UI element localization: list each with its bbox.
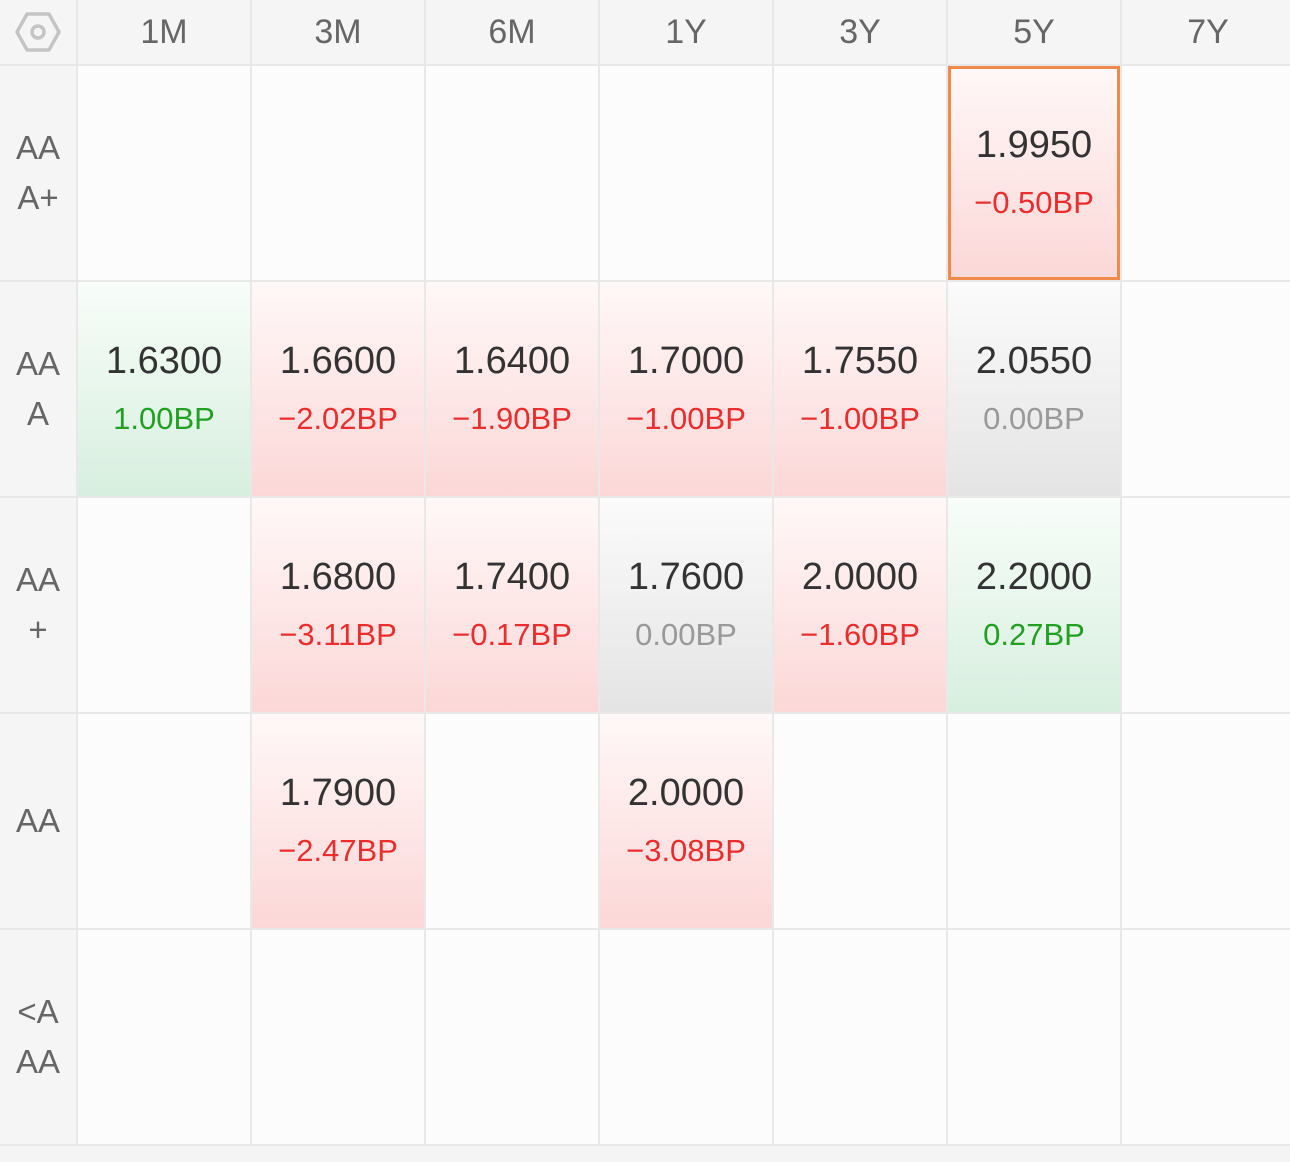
rate-value: 2.0550 <box>975 340 1093 382</box>
empty-cell <box>426 714 598 928</box>
column-header-3y[interactable]: 3Y <box>774 0 946 64</box>
row-header: AAA+ <box>0 66 76 280</box>
rate-value: 1.6600 <box>279 340 397 382</box>
rate-cell[interactable]: 1.7600 0.00BP <box>600 498 772 712</box>
rate-change: −2.47BP <box>278 833 398 868</box>
rate-cell[interactable]: 1.6600 −2.02BP <box>252 282 424 496</box>
rate-cell[interactable]: 2.0000 −1.60BP <box>774 498 946 712</box>
empty-cell <box>600 930 772 1144</box>
rate-change: −1.90BP <box>452 401 572 436</box>
empty-cell <box>774 66 946 280</box>
rate-value: 1.7550 <box>801 340 919 382</box>
empty-cell <box>1122 66 1290 280</box>
settings-hexagon-icon[interactable] <box>0 0 76 64</box>
rate-cell[interactable]: 1.7550 −1.00BP <box>774 282 946 496</box>
rate-cell[interactable]: 2.0550 0.00BP <box>948 282 1120 496</box>
row-header: AA <box>0 714 76 928</box>
column-header-5y[interactable]: 5Y <box>948 0 1120 64</box>
row-header: <AAA <box>0 930 76 1144</box>
empty-cell <box>78 66 250 280</box>
rate-cell[interactable]: 1.9950 −0.50BP <box>948 66 1120 280</box>
column-header-7y[interactable]: 7Y <box>1122 0 1290 64</box>
row-header: AA+ <box>0 498 76 712</box>
empty-cell <box>948 930 1120 1144</box>
column-header-1m[interactable]: 1M <box>78 0 250 64</box>
rate-change: 1.00BP <box>113 401 215 436</box>
rate-change: −1.60BP <box>800 617 920 652</box>
empty-cell <box>426 930 598 1144</box>
empty-cell <box>774 714 946 928</box>
empty-cell <box>252 930 424 1144</box>
rate-change: −0.17BP <box>452 617 572 652</box>
rate-value: 1.7600 <box>627 556 745 598</box>
rate-value: 2.2000 <box>975 556 1093 598</box>
rate-value: 1.7400 <box>453 556 571 598</box>
rate-value: 1.7000 <box>627 340 745 382</box>
rate-cell[interactable]: 1.7000 −1.00BP <box>600 282 772 496</box>
rate-cell[interactable]: 2.0000 −3.08BP <box>600 714 772 928</box>
rate-change: −0.50BP <box>974 185 1094 220</box>
rate-cell[interactable]: 1.6300 1.00BP <box>78 282 250 496</box>
empty-cell <box>774 930 946 1144</box>
rate-value: 2.0000 <box>627 772 745 814</box>
rate-cell[interactable]: 1.6400 −1.90BP <box>426 282 598 496</box>
rate-change: −3.08BP <box>626 833 746 868</box>
rate-change: −3.11BP <box>279 617 397 652</box>
empty-cell <box>1122 282 1290 496</box>
empty-cell <box>1122 714 1290 928</box>
empty-cell <box>1122 498 1290 712</box>
rate-change: −1.00BP <box>800 401 920 436</box>
rate-value: 1.6300 <box>105 340 223 382</box>
empty-cell <box>426 66 598 280</box>
rate-value: 1.7900 <box>279 772 397 814</box>
rate-change: −1.00BP <box>626 401 746 436</box>
rate-change: 0.00BP <box>983 401 1085 436</box>
bottom-bar <box>0 1146 1290 1162</box>
rate-change: 0.00BP <box>635 617 737 652</box>
rate-change: −2.02BP <box>278 401 398 436</box>
column-header-1y[interactable]: 1Y <box>600 0 772 64</box>
rate-change: 0.27BP <box>983 617 1085 652</box>
empty-cell <box>78 930 250 1144</box>
rate-value: 2.0000 <box>801 556 919 598</box>
rate-cell[interactable]: 1.7400 −0.17BP <box>426 498 598 712</box>
empty-cell <box>600 66 772 280</box>
empty-cell <box>1122 930 1290 1144</box>
rate-value: 1.6800 <box>279 556 397 598</box>
column-header-3m[interactable]: 3M <box>252 0 424 64</box>
rate-value: 1.9950 <box>975 124 1093 166</box>
empty-cell <box>252 66 424 280</box>
empty-cell <box>948 714 1120 928</box>
empty-cell <box>78 714 250 928</box>
rate-value: 1.6400 <box>453 340 571 382</box>
row-header: AAA <box>0 282 76 496</box>
rate-cell[interactable]: 1.7900 −2.47BP <box>252 714 424 928</box>
empty-cell <box>78 498 250 712</box>
rate-cell[interactable]: 2.2000 0.27BP <box>948 498 1120 712</box>
rate-cell[interactable]: 1.6800 −3.11BP <box>252 498 424 712</box>
column-header-6m[interactable]: 6M <box>426 0 598 64</box>
